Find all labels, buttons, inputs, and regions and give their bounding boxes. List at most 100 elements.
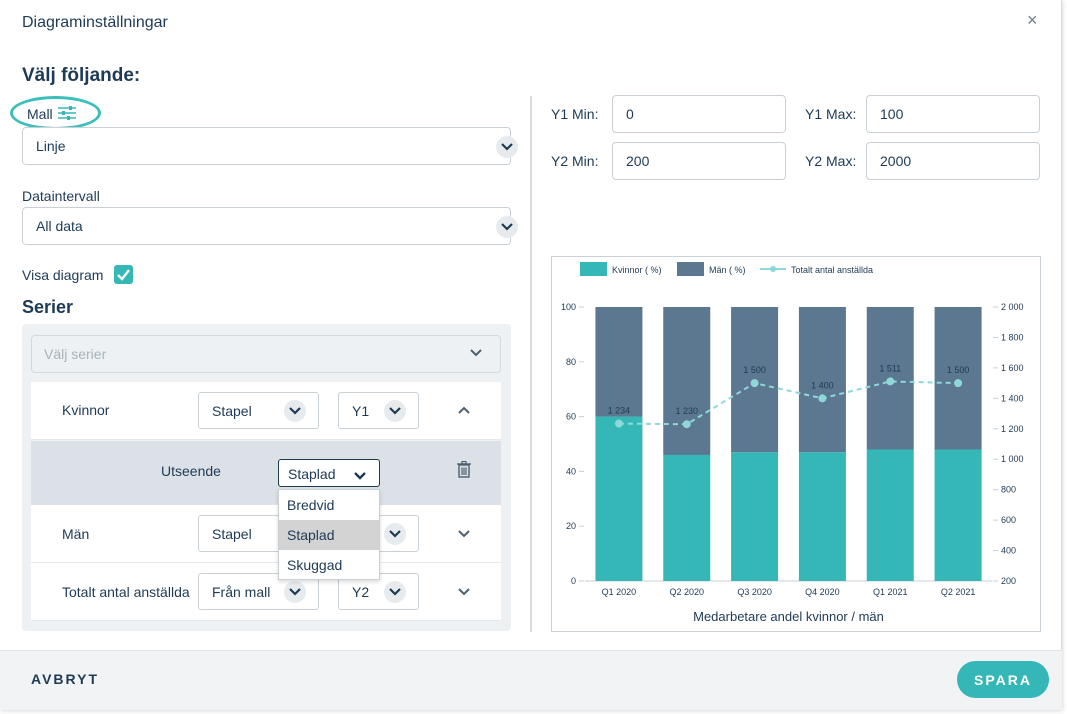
y2-tick-label: 200 — [1001, 576, 1016, 586]
legend-swatch — [677, 262, 704, 276]
chevron-up-icon[interactable] — [458, 404, 470, 418]
y2-tick-label: 1 000 — [1001, 454, 1024, 464]
series-axis-select[interactable]: Y1 — [338, 392, 419, 429]
series-select[interactable]: Välj serier — [31, 335, 501, 373]
y1-tick-label: 60 — [566, 412, 576, 422]
legend-label: Totalt antal anställda — [791, 265, 873, 275]
appearance-label: Utseende — [161, 463, 221, 479]
bar-kvinnor — [934, 449, 982, 581]
dialog-footer — [0, 650, 1062, 710]
chevron-down-icon — [496, 216, 518, 238]
x-tick-label: Q4 2020 — [805, 587, 840, 597]
series-row-kvinnor: Kvinnor — [31, 382, 501, 440]
appearance-dropdown: Bredvid Staplad Skuggad — [278, 489, 380, 580]
y1-tick-label: 80 — [566, 357, 576, 367]
line-point — [886, 377, 895, 386]
bar-kvinnor — [866, 449, 914, 581]
template-highlight — [10, 96, 101, 130]
y1-min-label: Y1 Min: — [551, 106, 599, 122]
dialog-title: Diagraminställningar — [22, 14, 168, 31]
series-axis-value: Y2 — [352, 584, 370, 600]
series-axis-value: Y1 — [352, 403, 370, 419]
dropdown-option-selected[interactable]: Staplad — [279, 520, 379, 550]
bar-man — [595, 307, 643, 417]
bar-kvinnor — [731, 452, 779, 581]
bar-kvinnor — [798, 452, 846, 581]
appearance-select[interactable]: Staplad — [278, 459, 380, 487]
chevron-down-icon — [496, 136, 518, 158]
legend-swatch — [580, 262, 607, 276]
trash-icon[interactable] — [457, 460, 471, 483]
legend-label: Kvinnor ( %) — [612, 265, 662, 275]
y2-tick-label: 400 — [1001, 546, 1016, 556]
y1-min-input[interactable]: 0 — [612, 95, 786, 133]
series-type-select[interactable]: Från mall — [198, 573, 319, 610]
dropdown-option[interactable]: Bredvid — [287, 497, 335, 513]
show-chart-checkbox[interactable] — [114, 265, 133, 284]
series-type-value: Från mall — [212, 584, 271, 600]
series-row-totalt: Totalt antal anställda — [31, 563, 501, 621]
x-tick-label: Q2 2021 — [941, 587, 976, 597]
series-placeholder: Välj serier — [44, 346, 107, 362]
y2-max-label: Y2 Max: — [805, 153, 857, 169]
y1-max-label: Y1 Max: — [805, 106, 857, 122]
y1-tick-label: 20 — [566, 521, 576, 531]
series-type-value: Stapel — [212, 403, 252, 419]
sliders-icon[interactable] — [58, 106, 76, 125]
chevron-down-icon — [284, 400, 306, 422]
y1-tick-label: 0 — [571, 576, 576, 586]
data-label: 1 234 — [608, 406, 631, 416]
series-name: Totalt antal anställda — [62, 584, 190, 600]
data-label: 1 500 — [743, 365, 766, 375]
save-button[interactable]: SPARA — [957, 661, 1049, 698]
appearance-value: Staplad — [288, 466, 336, 482]
select-heading: Välj följande: — [22, 65, 141, 86]
close-icon[interactable]: × — [1027, 10, 1038, 30]
data-label: 1 230 — [675, 406, 698, 416]
series-type-value: Stapel — [212, 526, 252, 542]
line-point — [818, 394, 827, 403]
series-name: Män — [62, 526, 90, 542]
interval-value: All data — [36, 218, 83, 234]
chevron-down-icon — [384, 523, 406, 545]
line-totalt — [618, 380, 959, 426]
show-chart-label: Visa diagram — [22, 267, 104, 283]
line-point — [682, 420, 691, 429]
chevron-down-icon[interactable] — [458, 586, 470, 600]
x-tick-label: Q2 2020 — [669, 587, 704, 597]
bar-man — [798, 307, 846, 453]
chevron-down-icon — [284, 581, 306, 603]
x-tick-label: Q3 2020 — [737, 587, 772, 597]
line-point — [954, 379, 963, 388]
checkmark-icon — [117, 269, 130, 281]
data-label: 1 511 — [879, 363, 901, 373]
template-select[interactable]: Linje — [22, 127, 518, 165]
panel-divider — [530, 96, 532, 632]
chevron-down-icon — [354, 468, 366, 486]
chevron-down-icon — [384, 581, 406, 603]
y1-max-input[interactable]: 100 — [866, 95, 1040, 133]
chevron-down-icon[interactable] — [458, 528, 470, 542]
y2-tick-label: 1 400 — [1001, 393, 1024, 403]
template-label: Mall — [27, 106, 53, 122]
y2-tick-label: 2 000 — [1001, 302, 1024, 312]
interval-label: Dataintervall — [22, 188, 100, 204]
y2-tick-label: 1 800 — [1001, 332, 1024, 342]
template-value: Linje — [36, 138, 66, 154]
y1-tick-label: 100 — [561, 302, 576, 312]
y2-tick-label: 1 200 — [1001, 424, 1024, 434]
interval-select[interactable]: All data — [22, 207, 518, 245]
line-point — [750, 379, 759, 388]
dropdown-option[interactable]: Skuggad — [287, 557, 343, 573]
chevron-down-icon — [470, 347, 482, 361]
appearance-row: Utseende — [31, 441, 501, 505]
bar-man — [934, 307, 982, 450]
cancel-button[interactable]: AVBRYT — [31, 671, 99, 687]
y2-min-input[interactable]: 200 — [612, 142, 786, 180]
y2-min-label: Y2 Min: — [551, 153, 599, 169]
y2-max-input[interactable]: 2000 — [866, 142, 1040, 180]
series-name: Kvinnor — [62, 402, 110, 418]
y1-tick-label: 40 — [566, 466, 576, 476]
series-type-select[interactable]: Stapel — [198, 392, 319, 429]
